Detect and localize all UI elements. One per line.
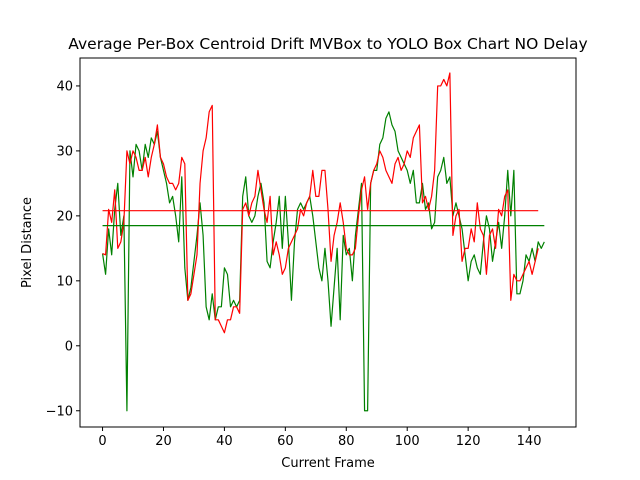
x-tick-label: 40 [216,434,233,449]
y-tick-label: 20 [56,209,73,224]
y-tick-label: 40 [56,79,73,94]
plot-area [79,57,577,428]
x-tick-label: 100 [395,434,420,449]
y-tick-label: 0 [65,339,73,354]
y-tick-label: −10 [46,404,73,419]
x-axis-label: Current Frame [281,456,374,471]
y-axis: −10 0 10 20 30 40 [46,79,80,419]
y-axis-label: Pixel Distance [20,197,35,288]
x-tick-label: 0 [98,434,106,449]
series-line-1 [101,111,545,412]
series-layer [101,72,545,412]
x-axis: 0 20 40 60 80 100 120 140 [98,427,541,449]
x-tick-label: 120 [456,434,481,449]
mean-lines [102,210,545,227]
x-tick-label: 20 [155,434,172,449]
series-line-2 [102,72,539,334]
plot-background [80,58,576,427]
x-tick-label: 80 [338,434,355,449]
y-tick-label: 30 [56,144,73,159]
plot-frame [79,57,577,428]
y-tick-label: 10 [56,274,73,289]
x-tick-label: 60 [277,434,294,449]
chart-title: Average Per-Box Centroid Drift MVBox to … [68,35,587,53]
x-tick-label: 140 [517,434,542,449]
